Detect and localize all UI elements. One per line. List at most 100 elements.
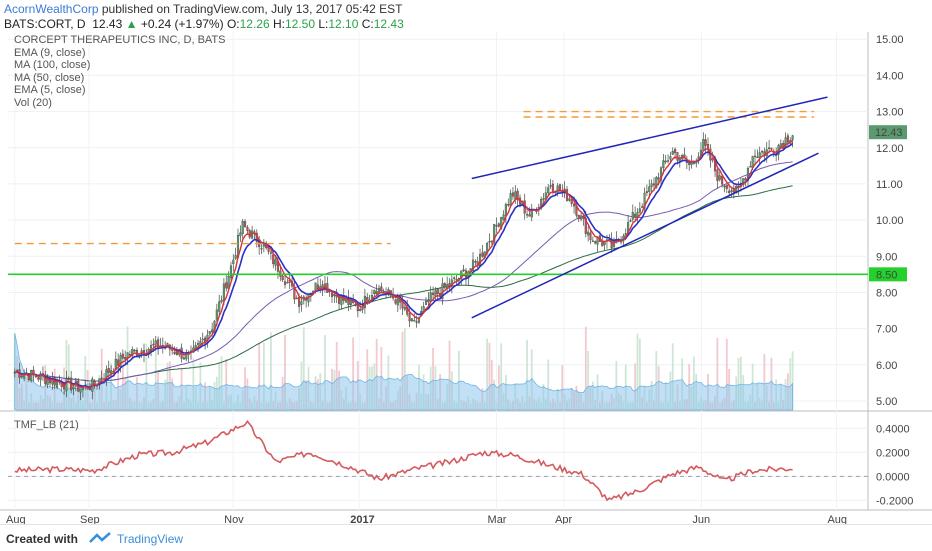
legend-volume[interactable]: Vol (20) — [14, 96, 52, 109]
candle-body — [403, 307, 406, 310]
candle-body — [768, 147, 771, 149]
high-value: 12.50 — [284, 17, 316, 31]
candle-body — [410, 318, 413, 322]
candle-body — [65, 378, 68, 392]
candle-body — [413, 320, 416, 322]
candle-body — [577, 215, 580, 219]
support-label-box — [869, 267, 907, 282]
candle-body — [434, 290, 437, 297]
volume-bar — [401, 331, 404, 410]
candle-body — [490, 240, 493, 242]
candle-body — [509, 193, 512, 206]
volume-bar — [634, 363, 637, 410]
candle-body — [779, 143, 782, 148]
candle-body — [648, 186, 651, 193]
candle-body — [589, 232, 592, 240]
candle-body — [493, 224, 496, 243]
open-label: O: — [226, 17, 240, 31]
last-price-box — [869, 125, 907, 140]
candle-body — [568, 198, 571, 201]
candle-body — [453, 277, 456, 279]
tmf-tick-2: 0.0000 — [876, 471, 910, 483]
candle-body — [298, 296, 301, 307]
price-tick-3: 12.00 — [876, 143, 904, 155]
candle-body — [117, 359, 120, 366]
tradingview-brand[interactable]: TradingView — [117, 532, 184, 546]
candle-body — [427, 299, 430, 303]
candle-body — [234, 255, 237, 259]
candle-body — [584, 218, 587, 234]
time-tick-1: Sep — [80, 514, 100, 524]
candle-body — [662, 160, 665, 169]
ema9-line — [14, 142, 794, 389]
author-link[interactable]: AcornWealthCorp — [4, 2, 99, 16]
candle-body — [300, 301, 303, 305]
volume-bar — [561, 365, 564, 410]
volume-bar — [488, 342, 491, 410]
publish-header: AcornWealthCorp published on TradingView… — [4, 2, 402, 16]
candle-body — [650, 183, 653, 187]
time-tick-2: Nov — [224, 514, 244, 524]
candle-body — [448, 283, 451, 287]
candle-body — [274, 259, 277, 266]
footer: Created with TradingView — [0, 524, 932, 551]
candle-body — [674, 149, 677, 154]
volume-bar — [335, 341, 338, 410]
tmf-title[interactable]: TMF_LB (21) — [14, 419, 79, 431]
indicator-legend: CORCEPT THERAPEUTICS INC, D, BATS EMA (9… — [14, 34, 225, 109]
candle-body — [131, 349, 134, 357]
candle-body — [295, 297, 298, 300]
volume-bar — [725, 338, 728, 410]
volume-bar — [458, 350, 460, 410]
tmf-line — [14, 419, 793, 502]
volume-bar — [500, 343, 503, 410]
candle-body — [37, 377, 40, 380]
volume-bar — [324, 335, 326, 410]
candle-body — [429, 292, 432, 302]
tradingview-logo-icon — [89, 532, 111, 543]
candle-body — [601, 241, 604, 247]
low-label: L: — [318, 17, 329, 31]
candle-body — [725, 184, 728, 189]
legend-ma50[interactable]: MA (50, close) — [14, 71, 85, 84]
candle-body — [208, 331, 211, 335]
candle-body — [645, 191, 648, 194]
volume-bar — [615, 360, 618, 410]
volume-bar — [220, 356, 223, 410]
candle-body — [655, 177, 658, 188]
candle-body — [742, 178, 745, 186]
candle-body — [526, 214, 529, 216]
candle-body — [481, 252, 484, 257]
candle-body — [366, 297, 369, 304]
legend-ema5[interactable]: EMA (5, close) — [14, 84, 86, 96]
candle-body — [377, 287, 381, 293]
legend-ema9[interactable]: EMA (9, close) — [14, 46, 86, 59]
volume-bar — [126, 326, 129, 410]
candle-body — [286, 281, 289, 284]
candle-body — [154, 340, 157, 345]
candle-body — [688, 162, 691, 165]
candle-body — [669, 156, 672, 160]
candle-body — [354, 303, 357, 306]
candle-body — [46, 378, 49, 385]
candle-body — [225, 282, 228, 289]
candle-body — [182, 357, 186, 360]
volume-bar — [737, 358, 740, 410]
candle-body — [514, 191, 517, 199]
candle-body — [730, 190, 733, 192]
candle-body — [728, 190, 731, 193]
candle-body — [641, 206, 644, 208]
candle-body — [643, 192, 646, 209]
candle-body — [704, 139, 707, 146]
candle-body — [542, 198, 545, 200]
candle-body — [596, 237, 599, 245]
candle-body — [262, 244, 265, 247]
candle-body — [638, 208, 641, 213]
volume-bar — [587, 350, 590, 410]
volume-bar — [154, 344, 157, 410]
price-chart[interactable]: 15.00 14.00 13.00 12.00 11.00 10.00 9.00 8.00 7.… — [0, 0, 932, 524]
candle-body — [436, 288, 439, 295]
candle-body — [375, 291, 378, 295]
last-price: 12.43 — [92, 17, 123, 31]
legend-ma100[interactable]: MA (100, close) — [14, 59, 91, 71]
